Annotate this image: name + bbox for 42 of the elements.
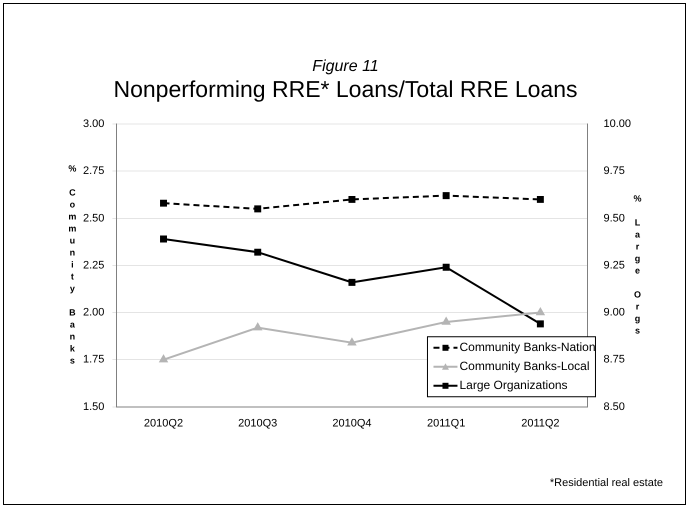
x-tick-label: 2010Q3 xyxy=(238,417,278,430)
y-tick-label: 2.25 xyxy=(82,259,104,272)
x-tick-label: 2010Q4 xyxy=(332,417,372,430)
point xyxy=(442,264,450,271)
legend-label: Community Banks-Local xyxy=(459,359,590,374)
point xyxy=(442,192,450,200)
x-tick-label: 2011Q1 xyxy=(426,417,466,430)
point xyxy=(348,278,356,286)
point xyxy=(442,317,450,325)
point xyxy=(348,338,356,346)
point xyxy=(254,248,262,256)
point xyxy=(348,196,356,203)
y2-tick-label: 9.00 xyxy=(603,306,625,319)
y-tick-label: 2.75 xyxy=(82,165,104,178)
text: *Residential real estate xyxy=(550,477,663,489)
y-tick-label: 2.00 xyxy=(82,306,104,319)
y2-tick-label: 9.75 xyxy=(603,165,625,178)
y-tick-label: 2.50 xyxy=(82,212,104,224)
chart-title: Nonperforming RRE* Loans/Total RRE Loans xyxy=(112,76,579,103)
x-tick-label: 2011Q2 xyxy=(521,417,560,430)
y-tick-label: 1.50 xyxy=(82,400,104,413)
y-tick-label: 3.00 xyxy=(82,118,104,130)
point xyxy=(536,196,544,203)
point xyxy=(254,205,262,212)
point xyxy=(160,200,167,207)
y2-tick-label: 9.25 xyxy=(603,259,625,272)
y2-tick-label: 8.50 xyxy=(603,400,625,413)
text: % Community Banks xyxy=(68,163,76,366)
legend-label: Community Banks-Nation xyxy=(459,340,596,354)
point xyxy=(160,236,167,242)
text: % Large Orgs xyxy=(633,193,642,336)
point xyxy=(536,308,544,316)
point xyxy=(536,320,544,328)
point xyxy=(159,355,168,362)
y2-tick-label: 9.50 xyxy=(603,212,625,224)
y2-tick-label: 8.75 xyxy=(603,354,625,366)
point xyxy=(254,323,262,330)
y2-tick-label: 10.00 xyxy=(603,118,632,130)
chart-subtitle: Figure 11 xyxy=(311,58,380,76)
x-tick-label: 2010Q2 xyxy=(144,417,184,430)
legend-label: Large Organizations xyxy=(459,378,568,392)
y-tick-label: 1.75 xyxy=(82,354,104,366)
